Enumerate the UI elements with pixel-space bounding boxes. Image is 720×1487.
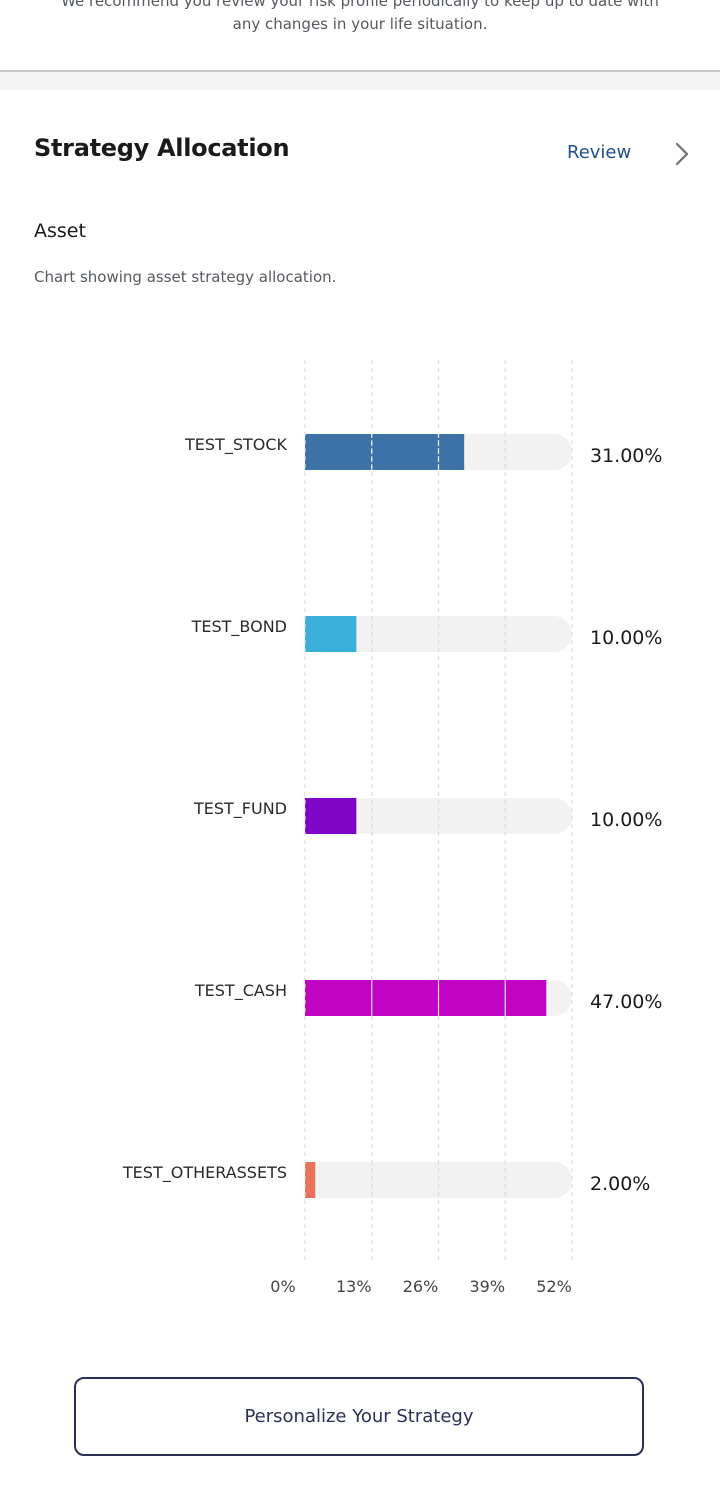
category-label: TEST_CASH [194,981,287,1001]
bar [305,798,357,834]
value-label: 10.00% [590,627,662,649]
risk-profile-card: We recommend you review your risk profil… [0,0,720,72]
bar [305,1162,316,1198]
personalize-strategy-button[interactable]: Personalize Your Strategy [74,1377,644,1456]
risk-notice-line1: We recommend you review your risk profil… [61,0,659,10]
value-label: 47.00% [590,991,662,1013]
x-tick-label: 52% [536,1277,572,1296]
value-label: 31.00% [590,445,662,467]
bar [305,434,465,470]
asset-allocation-chart: TEST_STOCK TEST_BOND TEST_FUND TEST_CASH TES… [122,360,662,1296]
strategy-allocation-title: Strategy Allocation [34,134,290,162]
category-label: TEST_BOND [191,617,287,637]
x-tick-label: 39% [469,1277,505,1296]
section-divider [0,72,720,90]
review-link[interactable]: Review [567,142,632,163]
bar [305,616,357,652]
x-tick-label: 26% [403,1277,439,1296]
bar [305,980,547,1016]
chevron-right-icon[interactable] [670,140,694,168]
category-label: TEST_FUND [193,799,287,819]
asset-heading: Asset [34,220,86,242]
category-label: TEST_OTHERASSETS [122,1163,287,1183]
category-label: TEST_STOCK [184,435,288,455]
value-label: 2.00% [590,1173,650,1195]
value-label: 10.00% [590,809,662,831]
x-tick-label: 0% [270,1277,295,1296]
chart-description: Chart showing asset strategy allocation. [34,268,337,286]
risk-notice-line2: any changes in your life situation. [232,15,488,33]
x-tick-label: 13% [336,1277,372,1296]
